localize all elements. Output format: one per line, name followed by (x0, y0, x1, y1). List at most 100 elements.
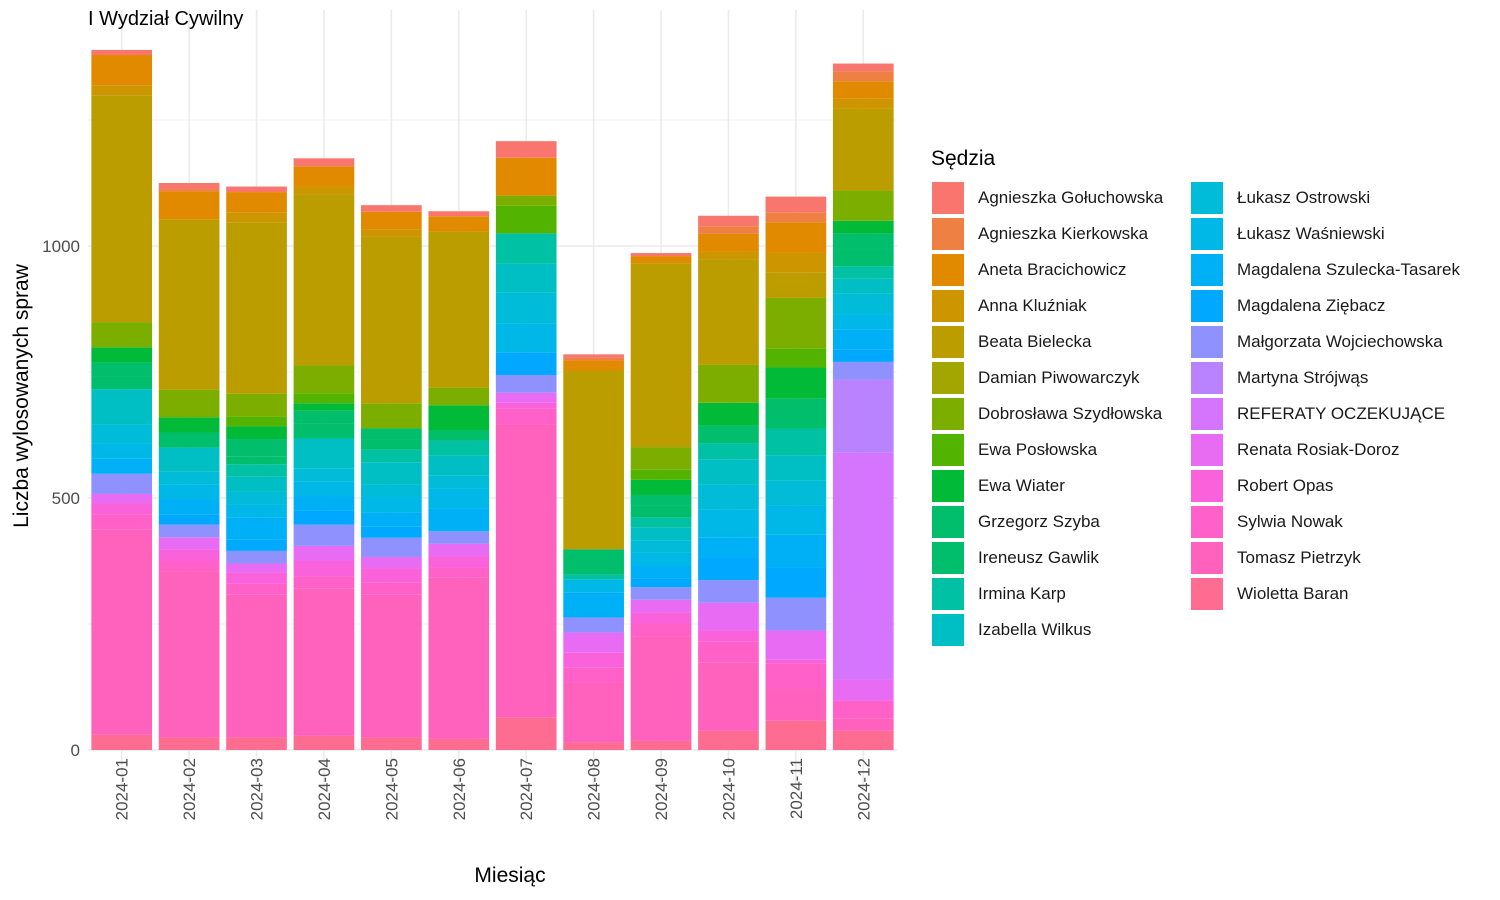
bar-segment (91, 54, 153, 86)
bar-segment (91, 734, 153, 750)
bar-segment (765, 272, 827, 298)
bar-segment (495, 375, 557, 393)
bar-segment (158, 447, 220, 472)
legend-label: REFERATY OCZEKUJĄCE (1237, 404, 1446, 423)
legend-color-key (931, 469, 965, 503)
legend-item: Łukasz Waśniewski (1190, 216, 1385, 252)
bar-segment (158, 537, 220, 550)
bar-segment (765, 567, 827, 598)
bar-segment (361, 403, 422, 429)
legend-label: Izabella Wilkus (978, 620, 1092, 639)
bar-segment (361, 462, 422, 485)
bar-segment (293, 166, 355, 187)
bar-segment (698, 251, 759, 260)
legend-color-key (1190, 181, 1224, 215)
legend-color-key (1190, 325, 1224, 359)
bar-segment (428, 475, 490, 489)
legend-color-key (931, 397, 965, 431)
legend-color-key (1190, 253, 1224, 287)
bar-segment (293, 496, 355, 511)
bar-segment (563, 360, 624, 371)
bar-segment (765, 630, 827, 660)
bar-segment (226, 393, 287, 417)
legend-color-key (931, 325, 965, 359)
legend-color-key (931, 541, 965, 575)
bar-segment (630, 263, 692, 448)
bar-segment (293, 403, 355, 411)
bar-segment (361, 236, 422, 404)
bar-segment (765, 534, 827, 568)
bar-segment (361, 439, 422, 450)
bar-segment (361, 556, 422, 569)
x-tick-label: 2024-09 (652, 758, 671, 820)
bar-segment (698, 484, 759, 510)
bar-segment (158, 737, 220, 750)
bar-segment (832, 314, 894, 330)
bar-segment (428, 508, 490, 532)
bar-segment (158, 389, 220, 418)
bar-segment (361, 428, 422, 440)
bar-segment (91, 529, 153, 735)
bar-segment (91, 473, 153, 494)
bar-segment (698, 215, 759, 227)
bar-segment (361, 229, 422, 237)
bar-segment (832, 248, 894, 267)
legend-item: Grzegorz Szyba (931, 504, 1100, 540)
legend-label: Irmina Karp (978, 584, 1066, 603)
legend-item: Aneta Bracichowicz (931, 252, 1126, 288)
legend-item: Ewa Posłowska (931, 432, 1097, 468)
bar-segment (293, 561, 355, 577)
chart-title: I Wydział Cywilny (88, 8, 244, 30)
bar-segment (630, 552, 692, 566)
bar-segment (361, 512, 422, 527)
legend-item: Dobrosława Szydłowska (931, 396, 1162, 432)
bar-segment (158, 561, 220, 572)
bar-segment (765, 428, 827, 456)
bar-segment (630, 587, 692, 600)
bar-segment (226, 504, 287, 518)
bar-segment (698, 580, 759, 603)
legend-color-key (1190, 541, 1224, 575)
bar-segment (361, 484, 422, 498)
bar-segment (630, 479, 692, 495)
x-tick-label: 2024-03 (248, 758, 267, 820)
bar-segment (91, 458, 153, 474)
bar-segment (765, 689, 827, 721)
bar-segment (158, 524, 220, 538)
legend-label: Małgorzata Wojciechowska (1237, 332, 1443, 351)
bar-segment (361, 497, 422, 513)
legend-item: Tomasz Pietrzyk (1190, 540, 1361, 576)
bar-segment (91, 85, 153, 96)
y-tick-label: 0 (71, 741, 80, 760)
bar-segment (563, 667, 624, 683)
bar-segment (698, 233, 759, 252)
bar-segment (563, 370, 624, 550)
legend-color-key (1190, 469, 1224, 503)
legend-item: Robert Opas (1190, 468, 1333, 504)
bar-segment (226, 456, 287, 465)
bar-segment (158, 432, 220, 448)
legend-item: Beata Bielecka (931, 324, 1091, 360)
bar-segment (428, 455, 490, 476)
bar-segment (698, 459, 759, 485)
x-axis-title: Miesiąc (474, 864, 546, 887)
bar-segment (765, 297, 827, 349)
legend-color-key (931, 433, 965, 467)
bar-segment (293, 524, 355, 546)
bar-segment (361, 205, 422, 212)
bar-segment (293, 410, 355, 424)
legend-color-key (931, 289, 965, 323)
bar-segment (91, 514, 153, 530)
bar-segment (832, 233, 894, 249)
bar-segment (630, 527, 692, 541)
bar-segment (428, 556, 490, 568)
legend-color-key (1190, 577, 1224, 611)
bar-segment (630, 253, 692, 257)
bar-segment (91, 503, 153, 515)
legend-item: Magdalena Szulecka-Tasarek (1190, 252, 1460, 288)
bar-segment (832, 329, 894, 350)
bar-segment (765, 196, 827, 213)
bar-segment (832, 679, 894, 701)
bar-segment (765, 505, 827, 535)
legend-label: Aneta Bracichowicz (978, 260, 1127, 279)
